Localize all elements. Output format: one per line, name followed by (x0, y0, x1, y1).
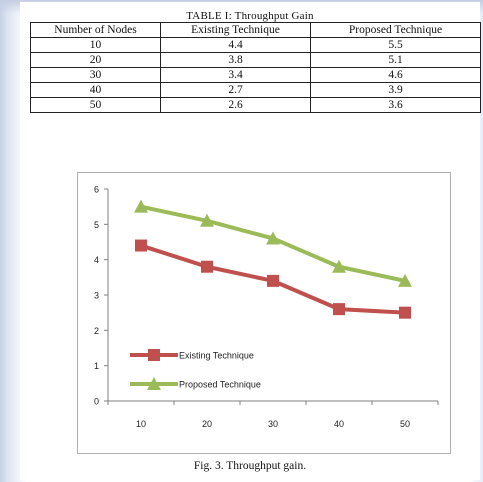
legend-swatch-marker (148, 349, 160, 361)
header-cell-proposed: Proposed Technique (310, 22, 481, 38)
header-cell-existing: Existing Technique (160, 22, 311, 38)
table-caption: TABLE I: Throughput Gain (186, 10, 314, 22)
table-cell: 5.5 (310, 37, 481, 53)
table-cell: 20 (30, 52, 161, 68)
data-point (201, 260, 213, 273)
y-tick-label: 2 (94, 326, 99, 336)
y-tick-label: 4 (94, 255, 99, 265)
table-header-row: Number of Nodes Existing Technique Propo… (30, 22, 481, 38)
data-point (200, 213, 214, 227)
data-point (266, 231, 280, 245)
x-tick-label: 50 (400, 419, 410, 429)
throughput-line-chart: 0 1 2 3 4 5 6 10 20 30 40 50 Existing Technique Prop… (94, 185, 439, 429)
x-tick-label: 30 (268, 419, 278, 429)
y-tick-label: 6 (94, 185, 99, 195)
y-tick-label: 1 (94, 361, 99, 371)
table-cell: 3.6 (310, 97, 481, 113)
throughput-table: Number of Nodes Existing Technique Propo… (30, 22, 481, 113)
table-cell: 30 (30, 67, 161, 83)
header-cell-nodes: Number of Nodes (30, 22, 161, 38)
table-cell: 50 (30, 97, 161, 113)
table-cell: 4.4 (160, 37, 311, 53)
legend-swatch-marker (147, 377, 161, 390)
data-point (267, 274, 279, 287)
legend-label: Existing Technique (179, 351, 254, 361)
table-row: 20 3.8 5.1 (30, 52, 481, 68)
table-cell: 2.7 (160, 82, 311, 98)
table-cell: 5.1 (310, 52, 481, 68)
table-cell: 3.9 (310, 82, 481, 98)
data-point (135, 239, 147, 252)
data-point (399, 306, 411, 319)
y-tick-label: 0 (94, 397, 99, 407)
table-cell: 2.6 (160, 97, 311, 113)
table-row: 40 2.7 3.9 (30, 82, 481, 98)
table-row: 10 4.4 5.5 (30, 37, 481, 53)
y-tick-label: 3 (94, 291, 99, 301)
table-cell: 3.4 (160, 67, 311, 83)
table-cell: 40 (30, 82, 161, 98)
figure-caption: Fig. 3. Throughput gain. (193, 460, 307, 472)
x-tick-label: 20 (202, 419, 212, 429)
data-point (332, 259, 346, 273)
table-cell: 10 (30, 37, 161, 53)
data-point (333, 303, 345, 316)
x-tick-label: 40 (334, 419, 344, 429)
legend-label: Proposed Technique (179, 380, 261, 390)
table-row: 30 3.4 4.6 (30, 67, 481, 83)
chart-frame: 0 1 2 3 4 5 6 10 20 30 40 50 Existing Technique Prop… (77, 172, 451, 454)
document-page: TABLE I: Throughput Gain Number of Nodes… (20, 2, 481, 480)
table-cell: 3.8 (160, 52, 311, 68)
table-row: 50 2.6 3.6 (30, 97, 481, 113)
x-tick-label: 10 (136, 419, 146, 429)
table-cell: 4.6 (310, 67, 481, 83)
data-point (134, 199, 148, 213)
data-point (398, 273, 412, 287)
y-tick-label: 5 (94, 220, 99, 230)
